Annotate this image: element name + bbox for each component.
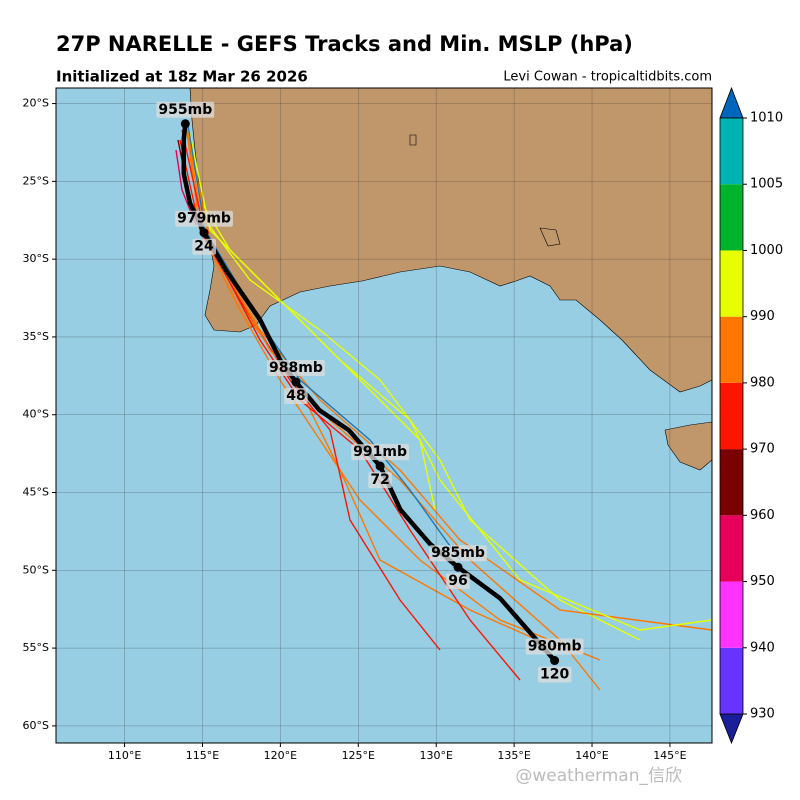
colorbar-under [719,713,744,745]
colorbar-label: 990 [750,309,775,324]
pressure-label-box [156,101,215,118]
pressure-label-box [429,545,487,562]
hour-label-group: 24 [192,238,217,255]
hour-label-box [368,472,392,489]
y-tick-label: 30°S [23,252,49,265]
track-point [453,562,463,572]
colorbar-label: 1005 [750,177,783,192]
map-area [56,88,712,743]
pressure-label: 979mb [177,211,231,227]
pressure-label: 991mb [353,444,407,460]
x-tick-label: 145°E [653,749,686,762]
colorbar-segment [720,515,743,582]
x-tick-label: 130°E [419,749,452,762]
track-point [375,461,385,471]
pressure-label-group: 991mb [351,444,410,461]
member-track [187,124,712,631]
y-tick-label: 50°S [23,563,49,576]
subtitle: Initialized at 18z Mar 26 2026 [56,68,308,86]
pressure-label-box [175,210,233,227]
hour-label-box [446,573,470,590]
y-tick-label: 35°S [23,330,49,343]
colorbar-label: 930 [750,707,775,722]
x-tick-label: 110°E [108,749,141,762]
hour-label-box [284,388,308,405]
pressure-label: 985mb [431,545,485,561]
colorbar-label: 950 [750,574,775,589]
island [409,134,417,146]
track-point [291,377,301,387]
y-tick-label: 55°S [23,641,49,654]
y-tick-label: 45°S [23,486,49,499]
island [539,227,561,247]
hour-label-group: 96 [446,573,470,590]
track-point [199,228,209,238]
track-point [180,119,190,129]
colorbar-label: 960 [750,508,775,523]
colorbar-label: 980 [750,375,775,390]
map-frame [55,87,713,744]
watermark: @weatherman_信欣 [515,766,682,786]
colorbar-label: 940 [750,640,775,655]
pressure-label-group: 985mb [429,545,487,562]
colorbar-frame [719,117,744,715]
pressure-label-group: 988mb [267,360,325,377]
hour-label: 96 [448,573,467,589]
track-point [550,656,560,666]
colorbar-label: 1010 [750,111,783,126]
hour-label: 24 [194,239,214,255]
colorbar-over [719,86,744,119]
colorbar-segment [720,316,743,383]
hour-label: 72 [370,472,389,488]
y-tick-label: 25°S [23,174,49,187]
hour-label: 48 [286,388,305,404]
pressure-label-box [267,360,325,377]
credit: Levi Cowan - tropicaltidbits.com [503,70,712,85]
colorbar-segment [720,449,743,516]
hour-label-group: 72 [368,472,392,489]
member-track [185,124,601,661]
colorbar-segment [720,250,743,317]
pressure-label: 980mb [528,639,582,655]
pressure-label-group: 980mb [525,638,584,655]
colorbar-segment [720,581,743,648]
x-tick-label: 135°E [497,749,530,762]
y-tick-label: 40°S [23,408,49,421]
pressure-label-box [525,638,584,655]
pressure-label: 988mb [269,360,323,376]
colorbar-segment [720,647,743,714]
pressure-label-box [351,444,410,461]
x-tick-label: 140°E [575,749,608,762]
title: 27P NARELLE - GEFS Tracks and Min. MSLP … [56,32,633,56]
pressure-label-group: 955mb [156,101,215,118]
hour-label-group: 48 [284,388,308,405]
y-tick-label: 20°S [23,97,49,110]
pressure-label: 955mb [158,102,212,118]
y-tick-label: 60°S [23,719,49,732]
colorbar-segment [720,184,743,251]
x-tick-label: 125°E [342,749,375,762]
hour-label-box [538,666,572,683]
colorbar-segment [720,382,743,450]
hour-label-box [192,238,217,255]
colorbar-label: 1000 [750,243,783,258]
x-tick-label: 120°E [264,749,297,762]
colorbar-segment [720,118,743,185]
pressure-label-group: 979mb [175,210,233,227]
x-tick-label: 115°E [186,749,219,762]
colorbar-label: 970 [750,442,775,457]
hour-label-group: 120 [538,666,572,683]
hour-label: 120 [540,667,569,683]
